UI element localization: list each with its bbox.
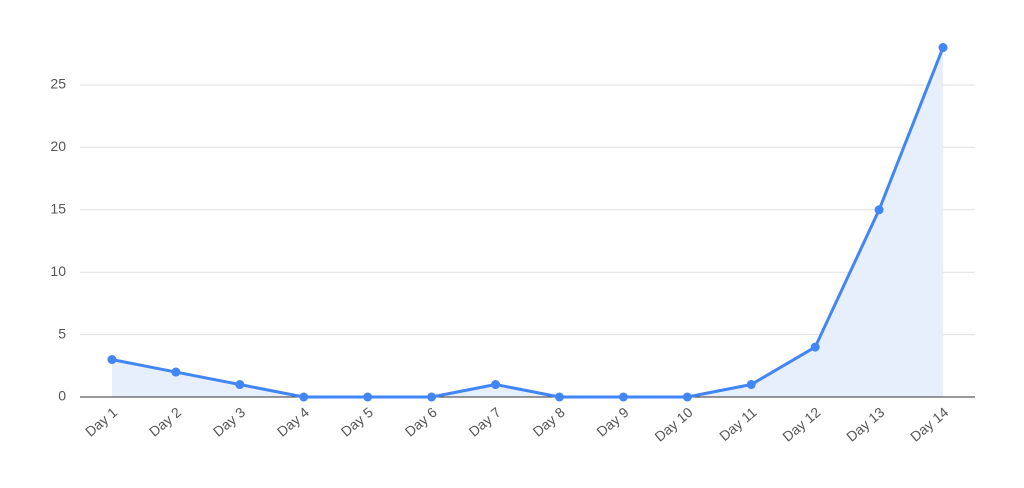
x-tick-label: Day 4 — [274, 404, 312, 440]
point — [746, 380, 756, 390]
x-tick-label: Day 1 — [82, 404, 120, 440]
point — [682, 392, 692, 402]
point — [554, 392, 564, 402]
x-tick-label: Day 5 — [338, 404, 376, 440]
point — [427, 392, 437, 402]
point — [810, 342, 820, 352]
y-tick-label: 15 — [50, 201, 66, 217]
y-tick-label: 5 — [58, 325, 66, 341]
point — [874, 205, 884, 215]
y-tick-label: 25 — [50, 76, 66, 92]
x-tick-label: Day 10 — [651, 404, 695, 445]
x-tick-label: Day 14 — [907, 404, 951, 445]
x-tick-label: Day 2 — [146, 404, 184, 440]
point — [299, 392, 309, 402]
y-tick-label: 10 — [50, 263, 66, 279]
x-tick-label: Day 3 — [210, 404, 248, 440]
point — [618, 392, 628, 402]
y-tick-label: 0 — [58, 388, 66, 404]
x-tick-label: Day 9 — [593, 404, 631, 440]
x-tick-label: Day 6 — [402, 404, 440, 440]
point — [938, 43, 948, 53]
x-tick-label: Day 13 — [843, 404, 887, 445]
area-fill — [111, 47, 944, 398]
x-tick-label: Day 11 — [716, 404, 760, 444]
line — [111, 47, 945, 399]
x-tick-label: Day 7 — [466, 404, 504, 440]
point — [171, 367, 181, 377]
y-tick-label: 20 — [50, 138, 66, 154]
x-tick-label: Day 12 — [779, 404, 823, 445]
point — [107, 355, 117, 365]
x-tick-label: Day 8 — [529, 404, 567, 440]
point — [363, 392, 373, 402]
point — [491, 380, 501, 390]
point — [235, 380, 245, 390]
